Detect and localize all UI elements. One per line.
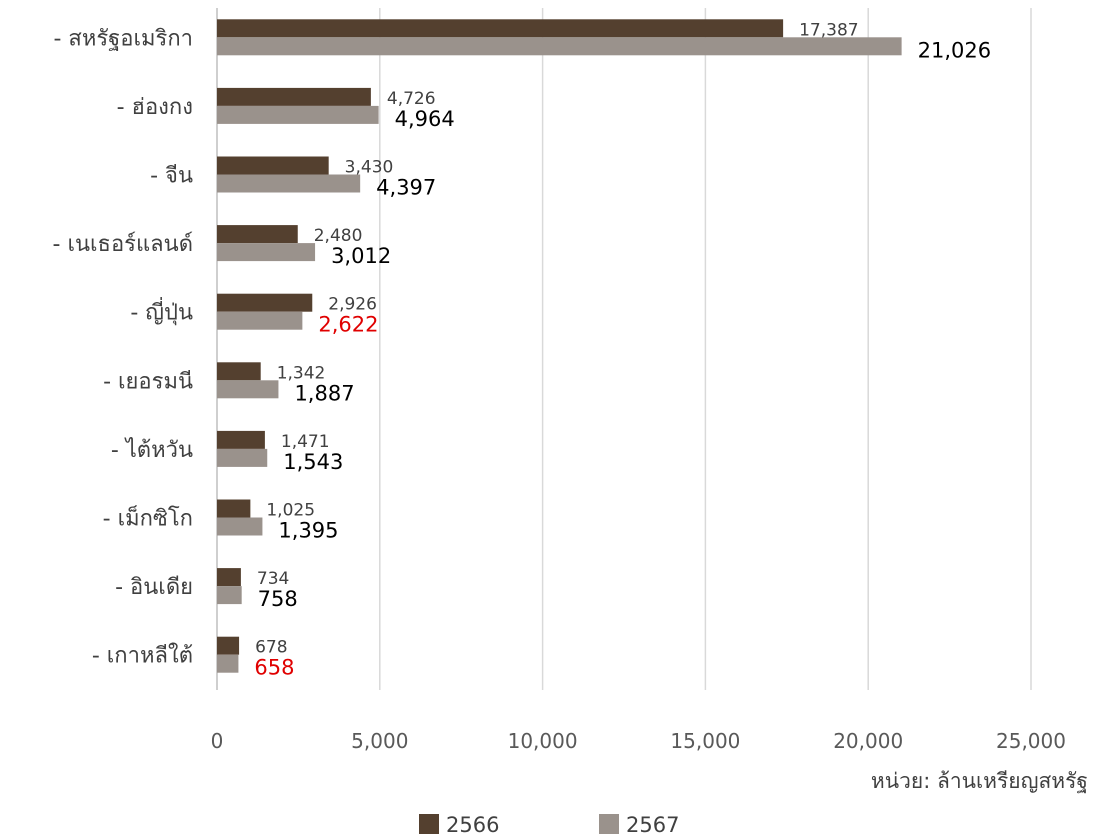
bars: [217, 19, 902, 673]
bar-2567: [217, 311, 303, 330]
data-label-2566: 3,430: [345, 158, 394, 178]
data-label-2566: 734: [257, 569, 289, 589]
data-label-2567: 658: [254, 656, 294, 680]
data-label-2567: 1,887: [294, 381, 354, 405]
category-label: - สหรัฐอเมริกา: [53, 26, 193, 51]
data-label-2567: 758: [258, 587, 298, 611]
data-label-2567: 21,026: [918, 38, 991, 62]
category-label: - เม็กซิโก: [103, 504, 193, 532]
category-label: - ไต้หวัน: [111, 437, 193, 463]
bar-2567: [217, 654, 239, 673]
data-label-2567: 1,543: [283, 450, 343, 474]
data-label-2566: 678: [255, 638, 287, 658]
data-label-2566: 17,387: [799, 20, 858, 40]
category-label: - เยอรมนี: [103, 369, 193, 394]
x-tick-label: 15,000: [670, 729, 740, 753]
data-label-2566: 1,471: [281, 432, 330, 452]
data-label-2566: 1,025: [266, 501, 315, 521]
bar-2567: [217, 586, 242, 605]
bar-2566: [217, 156, 329, 175]
data-label-2566: 2,480: [314, 226, 363, 246]
unit-label: หน่วย: ล้านเหรียญสหรัฐ: [871, 769, 1088, 793]
x-tick-label: 5,000: [351, 729, 408, 753]
bar-2567: [217, 37, 902, 56]
bar-2566: [217, 499, 251, 518]
category-label: - ญี่ปุ่น: [130, 297, 193, 326]
category-label: - เนเธอร์แลนด์: [53, 232, 193, 257]
category-label: - อินเดีย: [115, 575, 193, 600]
data-label-2566: 1,342: [277, 363, 326, 383]
x-tick-label: 0: [211, 729, 224, 753]
x-tick-label: 20,000: [833, 729, 903, 753]
data-label-2567: 2,622: [318, 313, 378, 337]
bar-2566: [217, 636, 240, 655]
legend-swatch-2566: [419, 814, 439, 834]
data-label-2567: 4,397: [376, 176, 436, 200]
bar-2566: [217, 362, 261, 381]
legend-label-2567: 2567: [626, 813, 679, 835]
bar-2566: [217, 568, 241, 587]
bar-2566: [217, 293, 313, 312]
x-axis-ticks: 0 5,000 10,000 15,000 20,000 25,000: [211, 729, 1066, 753]
bar-2567: [217, 380, 279, 399]
x-tick-label: 25,000: [996, 729, 1066, 753]
bar-2566: [217, 87, 371, 106]
category-label: - ฮ่องกง: [117, 95, 193, 120]
data-label-2567: 4,964: [395, 107, 455, 131]
data-label-2567: 1,395: [278, 519, 338, 543]
bar-2567: [217, 448, 268, 467]
legend-label-2566: 2566: [446, 813, 499, 835]
bar-2566: [217, 19, 784, 38]
bar-2567: [217, 174, 361, 193]
data-label-2567: 3,012: [331, 244, 391, 268]
bar-2566: [217, 430, 265, 449]
legend: 2566 2567: [419, 813, 679, 835]
category-labels: - สหรัฐอเมริกา - ฮ่องกง - จีน - เนเธอร์แลนด…: [53, 26, 193, 668]
x-tick-label: 10,000: [508, 729, 578, 753]
bar-2566: [217, 225, 298, 244]
bar-2567: [217, 243, 316, 262]
category-label: - จีน: [150, 164, 193, 189]
data-label-2566: 2,926: [328, 295, 377, 315]
data-label-2566: 4,726: [387, 89, 436, 109]
category-label: - เกาหลีใต้: [92, 643, 193, 669]
bar-2567: [217, 517, 263, 536]
legend-swatch-2567: [599, 814, 619, 834]
bar-2567: [217, 105, 379, 124]
